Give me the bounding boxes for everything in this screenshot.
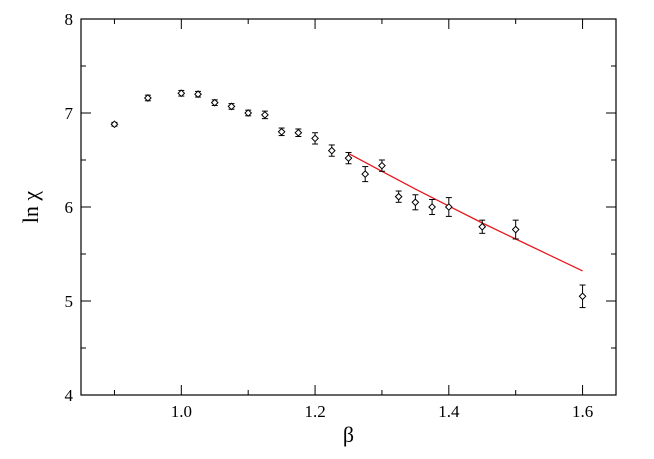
data-point	[244, 109, 253, 117]
data-point	[177, 89, 186, 98]
diamond-marker	[143, 94, 152, 102]
diamond-marker	[227, 102, 236, 111]
data-point	[428, 198, 437, 216]
data-point	[444, 197, 453, 217]
data-point	[511, 219, 520, 240]
y-tick-label: 4	[65, 386, 74, 405]
diamond-marker	[444, 203, 453, 211]
diamond-marker	[177, 89, 186, 98]
diamond-marker	[578, 292, 587, 301]
x-tick-label: 1.6	[572, 402, 593, 421]
data-point	[294, 128, 303, 137]
diamond-marker	[244, 109, 253, 117]
data-point	[143, 94, 152, 102]
y-tick-label: 5	[65, 292, 74, 311]
data-point	[311, 132, 319, 145]
fit-curve	[348, 152, 583, 272]
y-axis-label: ln χ	[18, 191, 43, 224]
data-point	[327, 144, 336, 157]
data-point	[227, 102, 236, 111]
diamond-marker	[194, 90, 202, 99]
y-tick-label: 6	[65, 198, 74, 217]
y-tick-label: 8	[65, 10, 74, 29]
data-point	[110, 120, 119, 129]
data-point	[260, 110, 269, 120]
data-point	[194, 90, 202, 99]
diamond-marker	[428, 203, 437, 211]
y-tick-label: 7	[65, 104, 74, 123]
diamond-marker	[294, 128, 303, 137]
diamond-marker	[260, 110, 269, 119]
x-axis-label: β	[343, 422, 354, 447]
data-point	[277, 127, 286, 137]
plot-frame	[80, 18, 617, 396]
diamond-marker	[344, 154, 353, 163]
diamond-marker	[327, 146, 336, 155]
data-point	[378, 159, 386, 172]
data-point	[411, 194, 420, 211]
data-point	[578, 284, 587, 309]
diamond-marker	[511, 225, 520, 234]
diamond-marker	[311, 134, 319, 143]
diamond-marker	[210, 98, 219, 107]
diamond-marker	[478, 222, 487, 231]
data-point	[210, 98, 219, 107]
diamond-marker	[110, 120, 119, 129]
diamond-marker	[394, 192, 403, 201]
data-point	[361, 166, 370, 183]
diamond-marker	[277, 127, 286, 136]
diamond-marker	[361, 170, 370, 179]
data-point	[478, 219, 487, 234]
data-point	[344, 151, 353, 165]
diamond-marker	[411, 198, 420, 207]
diamond-marker	[378, 161, 386, 170]
x-tick-label: 1.2	[304, 402, 325, 421]
x-tick-label: 1.4	[438, 402, 460, 421]
x-tick-label: 1.0	[171, 402, 192, 421]
data-point	[394, 190, 403, 203]
